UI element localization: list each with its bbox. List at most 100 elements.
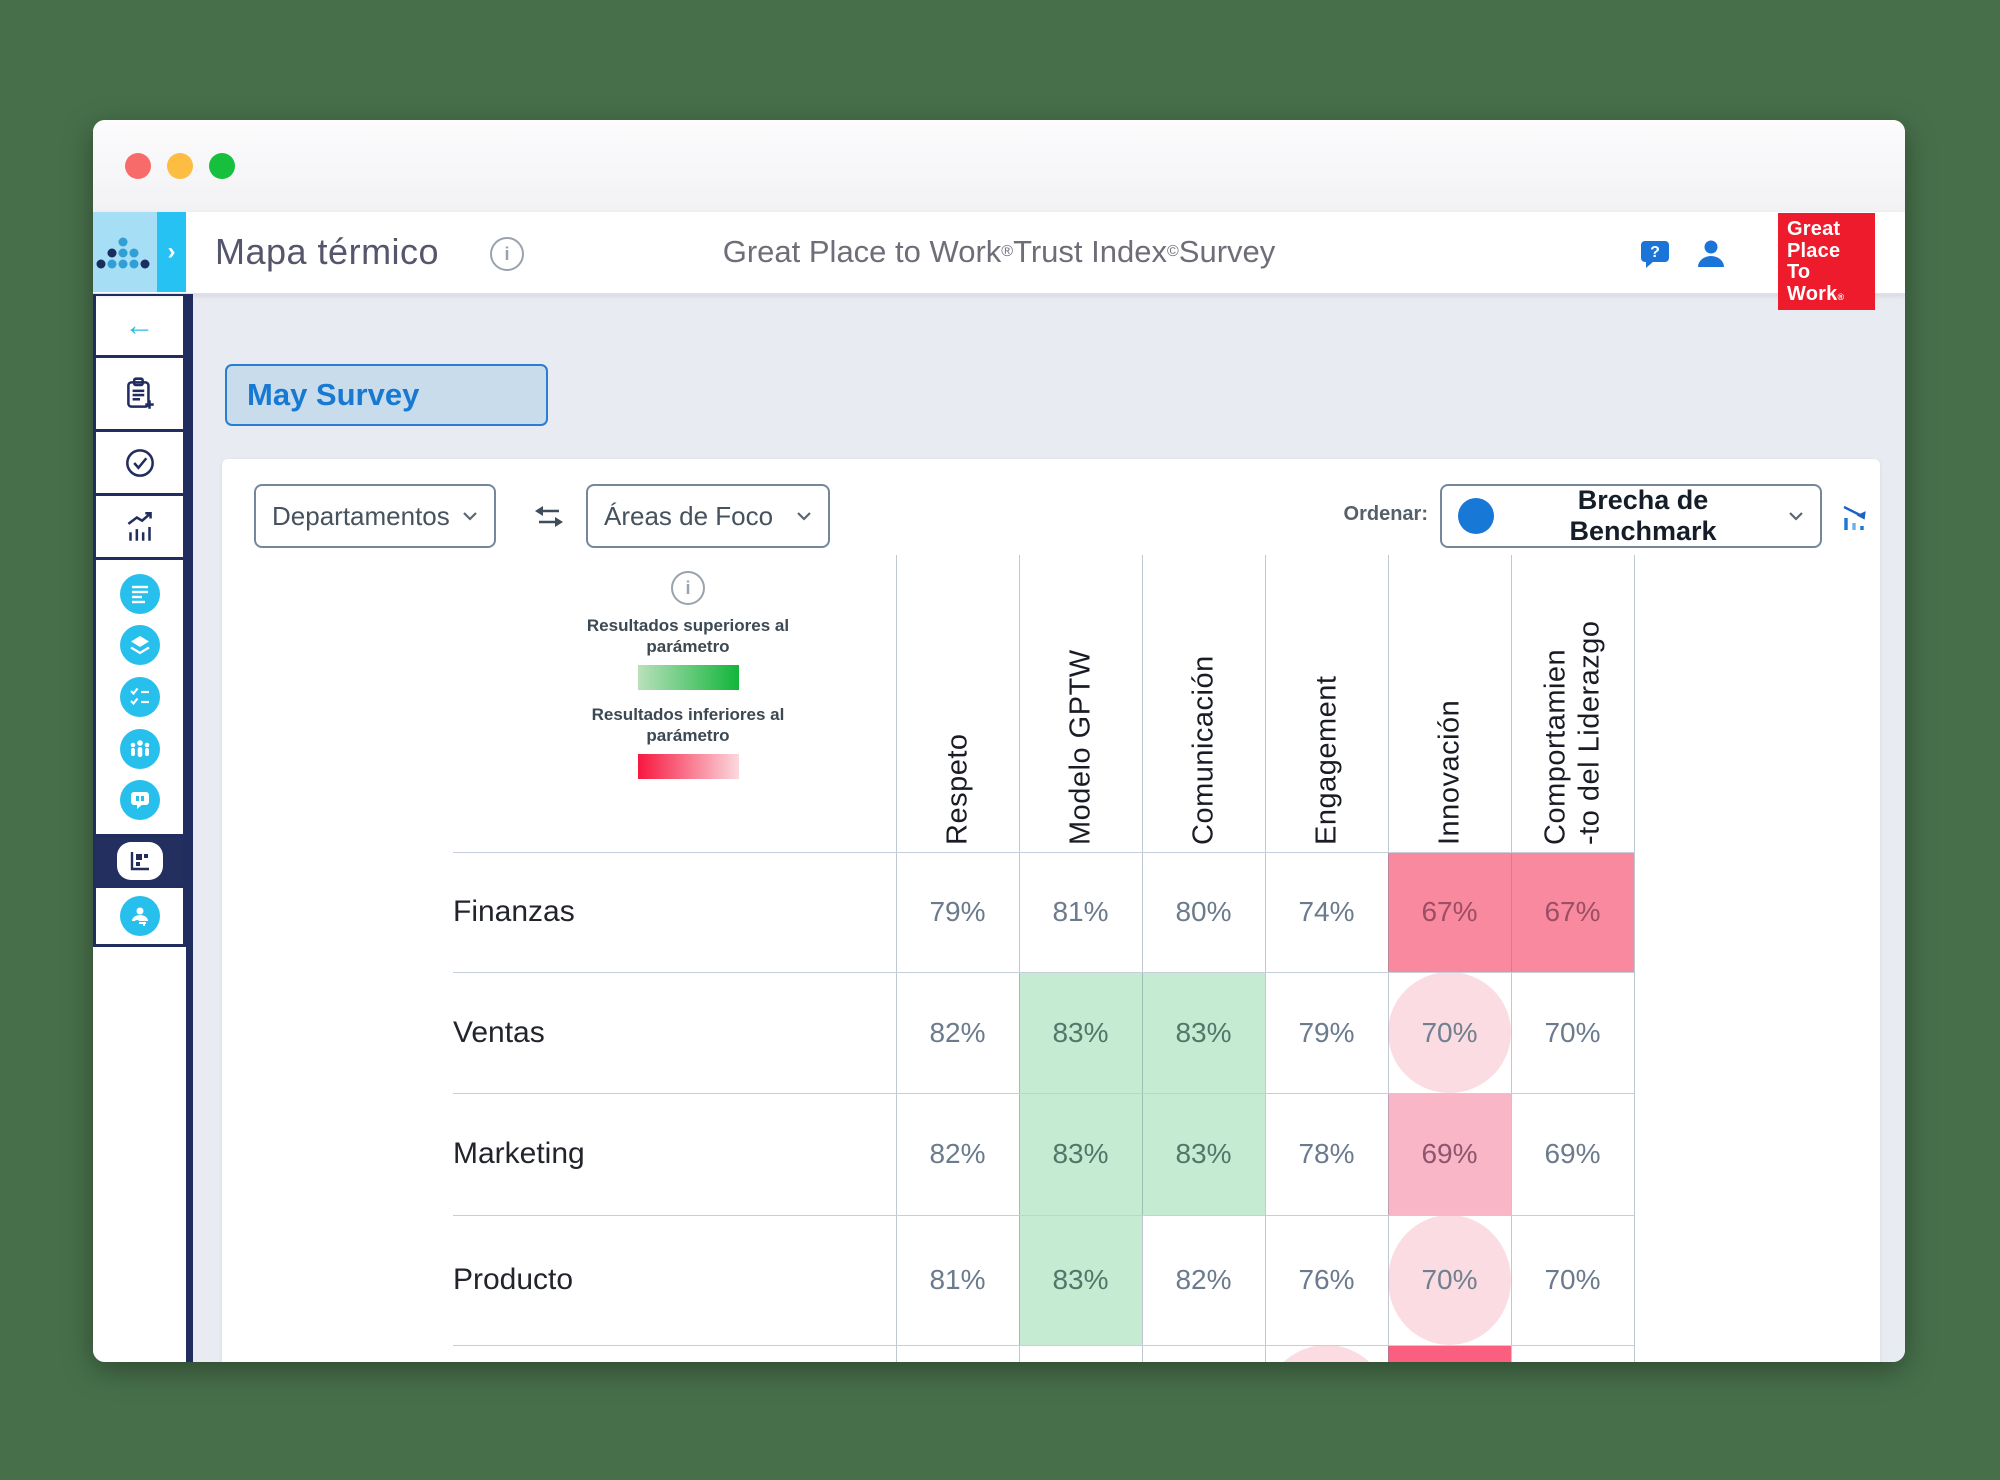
- document-icon: [131, 585, 148, 603]
- column-header-engagement: Engagement: [1310, 675, 1343, 845]
- sort-dropdown-value: Brecha de Benchmark: [1569, 485, 1717, 546]
- zoom-window-button[interactable]: [209, 153, 235, 179]
- column-header-respeto: Respeto: [941, 733, 974, 845]
- legend-red-gradient: [637, 754, 739, 779]
- table-row-producto: Producto 81% 83% 82% 76% 70% 70%: [222, 1215, 1880, 1345]
- table-row-partial: [222, 1345, 1880, 1362]
- sidebar-expand-chevron[interactable]: ›: [157, 212, 186, 292]
- window-body: ←: [93, 293, 1905, 1362]
- checklist-icon: [129, 687, 149, 706]
- survey-tab[interactable]: May Survey: [225, 364, 548, 426]
- row-label: Producto: [453, 1263, 574, 1296]
- heatmap-cell: 78%: [1298, 1138, 1355, 1169]
- back-arrow-icon: ←: [124, 308, 155, 342]
- row-label: Ventas: [453, 1015, 545, 1049]
- page-info-icon[interactable]: i: [490, 237, 524, 271]
- minimize-window-button[interactable]: [167, 153, 193, 179]
- people-icon: [130, 739, 149, 757]
- sidebar-item-new-survey[interactable]: [96, 355, 183, 429]
- chevron-down-icon: [797, 512, 811, 521]
- svg-text:?: ?: [1650, 244, 1660, 261]
- heatmap-cell: 83%: [1142, 1093, 1265, 1215]
- table-row-finanzas: Finanzas 79% 81% 80% 74% 67% 67%: [222, 852, 1880, 972]
- column-header-modelo-gptw: Modelo GPTW: [1064, 649, 1097, 845]
- grid-line: [453, 852, 1634, 853]
- sort-descending-chart-icon[interactable]: [1840, 499, 1874, 533]
- heatmap-cell: 76%: [1298, 1264, 1355, 1295]
- sidebar-collapse-button[interactable]: ←: [96, 296, 183, 355]
- sidebar-item-checklist[interactable]: [119, 676, 160, 717]
- heatmap-cell: 70%: [1388, 1215, 1511, 1345]
- sidebar-item-comments[interactable]: [119, 780, 160, 821]
- heatmap-cell: 83%: [1019, 972, 1142, 1093]
- close-window-button[interactable]: [125, 153, 151, 179]
- trend-chart-icon: [127, 511, 152, 541]
- heatmap-panel: Departamentos Áreas de Foco Ordenar:: [222, 459, 1880, 1362]
- sidebar-item-results[interactable]: [96, 493, 183, 557]
- heatmap-legend: i Resultados superiores al parámetro Res…: [552, 571, 824, 793]
- sort-label: Ordenar:: [1343, 503, 1428, 525]
- heatmap-cell: 82%: [929, 1138, 986, 1169]
- row-label: Finanzas: [453, 895, 575, 928]
- grid-line: [1388, 555, 1389, 1362]
- swap-axes-button[interactable]: [531, 498, 567, 534]
- columns-dropdown[interactable]: Áreas de Foco: [586, 484, 830, 548]
- heatmap-cell: 81%: [929, 1264, 986, 1295]
- grid-line: [1634, 555, 1635, 1362]
- rows-dropdown[interactable]: Departamentos: [254, 484, 496, 548]
- heatmap-cell: [1265, 1345, 1388, 1362]
- user-account-icon[interactable]: [1693, 236, 1729, 272]
- row-label: Marketing: [453, 1137, 585, 1170]
- help-chat-icon[interactable]: ?: [1637, 236, 1673, 272]
- heatmap-cell: 79%: [1298, 1016, 1355, 1048]
- grid-line: [453, 1345, 1634, 1346]
- heatmap-cell: 82%: [929, 1016, 986, 1048]
- legend-info-icon[interactable]: i: [671, 571, 705, 605]
- sidebar-item-schedule[interactable]: [96, 429, 183, 493]
- app-header: › Mapa térmico i Great Place to Work ® Tr…: [93, 212, 1905, 294]
- heatmap-cell: 83%: [1142, 972, 1265, 1093]
- grid-line: [1511, 555, 1512, 1362]
- window-titlebar: [93, 120, 1905, 213]
- heatmap-cell: 79%: [929, 896, 986, 927]
- dots-logo-icon: [96, 237, 150, 269]
- sort-option-color-dot: [1458, 498, 1494, 534]
- sidebar-item-report[interactable]: [119, 573, 160, 614]
- grid-line: [453, 972, 1634, 973]
- clock-check-icon: [125, 448, 154, 477]
- sort-dropdown[interactable]: Brecha de Benchmark: [1440, 484, 1822, 548]
- app-logo: [93, 212, 157, 292]
- quote-bubble-icon: [130, 792, 149, 810]
- heatmap-cell: 70%: [1544, 1264, 1601, 1295]
- grid-line: [1265, 555, 1266, 1362]
- sidebar-item-access[interactable]: [96, 885, 183, 944]
- sidebar-item-people[interactable]: [119, 728, 160, 769]
- rows-dropdown-value: Departamentos: [272, 500, 450, 531]
- heatmap-cell: 67%: [1388, 852, 1511, 972]
- grid-line: [453, 1215, 1634, 1216]
- content-area: May Survey Departamentos: [193, 293, 1905, 1362]
- heatmap-cell: 83%: [1019, 1093, 1142, 1215]
- column-header-comunicacion: Comunicación: [1187, 655, 1220, 845]
- table-row-marketing: Marketing 82% 83% 83% 78% 69% 69%: [222, 1093, 1880, 1215]
- sidebar-item-heatmap-active[interactable]: [96, 834, 183, 885]
- page-title: Mapa térmico: [215, 231, 440, 272]
- chevron-down-icon: [1789, 512, 1803, 521]
- heatmap-cell: 70%: [1388, 972, 1511, 1093]
- column-header-innovacion: Innovación: [1433, 699, 1466, 845]
- layers-icon: [129, 636, 150, 655]
- gptw-brand-logo: Great Place To Work®: [1778, 213, 1875, 310]
- heatmap-cell: 82%: [1175, 1264, 1232, 1295]
- sidebar-item-layers[interactable]: [119, 625, 160, 666]
- heatmap-cell: [1388, 1345, 1511, 1362]
- sidebar: ←: [93, 293, 193, 1362]
- clipboard-plus-icon: [126, 376, 154, 409]
- grid-line: [896, 555, 897, 1362]
- heatmap-cell: 70%: [1544, 1016, 1601, 1048]
- grid-line: [453, 1093, 1634, 1094]
- heatmap-cell: 81%: [1052, 896, 1109, 927]
- column-header-comportamiento: Comportamien -to del Liderazgo: [1539, 620, 1606, 845]
- survey-tab-label: May Survey: [247, 377, 420, 412]
- heatmap-cell: 69%: [1388, 1093, 1511, 1215]
